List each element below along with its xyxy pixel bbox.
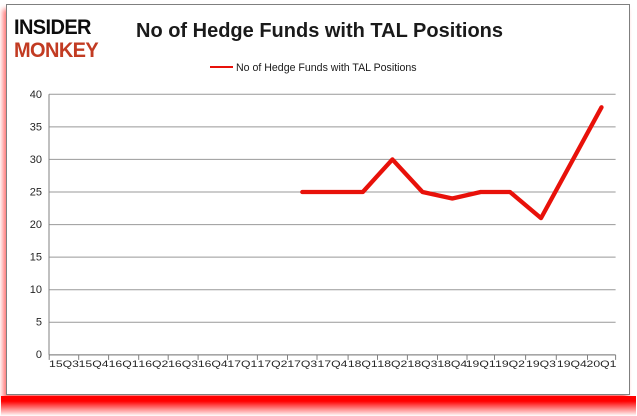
svg-text:17Q4: 17Q4 <box>318 359 348 369</box>
svg-text:18Q2: 18Q2 <box>377 359 407 369</box>
svg-text:15Q4: 15Q4 <box>79 359 109 369</box>
svg-text:20: 20 <box>30 219 42 231</box>
svg-text:16Q3: 16Q3 <box>168 359 198 369</box>
svg-text:19Q3: 19Q3 <box>526 359 556 369</box>
svg-text:19Q2: 19Q2 <box>495 359 525 369</box>
svg-text:40: 40 <box>30 89 42 101</box>
svg-text:18Q3: 18Q3 <box>408 359 438 369</box>
svg-text:18Q4: 18Q4 <box>437 359 467 369</box>
svg-text:16Q2: 16Q2 <box>138 359 168 369</box>
svg-text:25: 25 <box>30 187 42 199</box>
svg-text:17Q3: 17Q3 <box>287 359 317 369</box>
svg-text:0: 0 <box>36 349 42 361</box>
svg-text:17Q1: 17Q1 <box>227 359 257 369</box>
svg-text:17Q2: 17Q2 <box>258 359 288 369</box>
svg-text:5: 5 <box>36 317 42 329</box>
svg-text:20Q1: 20Q1 <box>587 359 617 369</box>
svg-text:30: 30 <box>30 154 42 166</box>
svg-text:10: 10 <box>30 284 42 296</box>
svg-text:19Q1: 19Q1 <box>466 359 496 369</box>
svg-text:15Q3: 15Q3 <box>49 359 79 369</box>
svg-text:16Q4: 16Q4 <box>198 359 228 369</box>
svg-text:16Q1: 16Q1 <box>109 359 139 369</box>
svg-text:35: 35 <box>30 122 42 134</box>
svg-text:18Q1: 18Q1 <box>348 359 378 369</box>
svg-text:15: 15 <box>30 252 42 264</box>
svg-text:19Q4: 19Q4 <box>557 359 587 369</box>
